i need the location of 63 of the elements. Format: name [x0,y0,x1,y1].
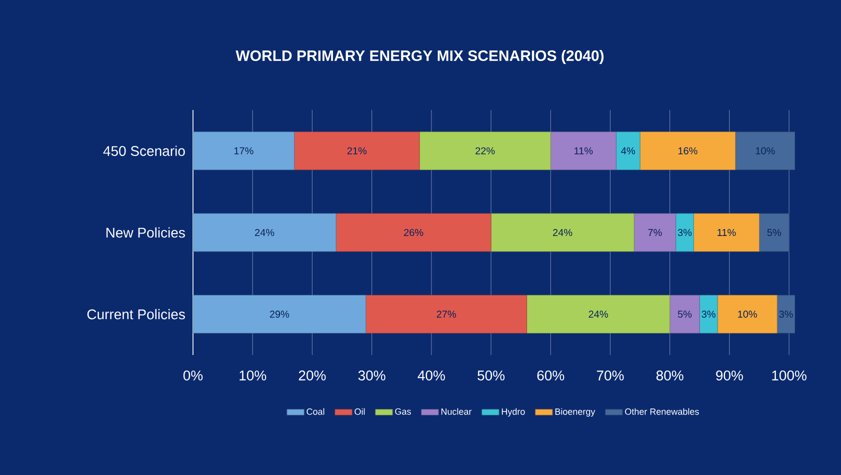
data-label: 4% [621,147,635,154]
bar [717,294,778,334]
bar [699,294,718,334]
data-label: 10% [738,310,757,318]
data-label: 11% [574,147,593,154]
data-label: 27% [436,310,456,318]
data-label: 17% [234,147,254,154]
x-tick-label: 90% [716,370,743,380]
data-label: 3% [678,228,692,236]
bar [193,213,336,252]
data-label: 21% [347,147,367,154]
x-tick-label: 80% [656,370,684,380]
bar [193,294,366,334]
bar [419,132,551,170]
data-label: 11% [718,228,736,236]
legend-label: Hydro [502,408,525,417]
x-tick-label: 60% [537,370,564,380]
y-tick-label: Current Policies [87,309,185,320]
legend-label: Nuclear [441,408,472,415]
data-label: 22% [476,147,495,154]
chart-title: WORLD PRIMARY ENERGY MIX SCENARIOS (2040) [236,50,604,64]
data-label: 26% [404,228,424,236]
data-label: 16% [678,147,698,154]
bar [336,213,492,252]
bar [759,213,790,252]
bar [634,213,676,252]
y-tick-label: New Policies [106,227,185,238]
bar [693,213,760,252]
legend-label: Oil [354,408,365,415]
bar [640,132,736,170]
x-tick-label: 40% [418,370,445,380]
bar [670,294,700,334]
x-tick-label: 100% [772,370,806,380]
bar [193,132,295,170]
data-label: 24% [588,310,608,318]
x-tick-label: 50% [478,370,505,380]
bar [490,213,634,252]
bar [735,132,796,170]
bar [366,294,527,334]
legend-label: Other Renewables [625,408,699,415]
data-label: 10% [756,147,775,154]
data-label: 5% [767,228,782,236]
data-label: 7% [648,228,662,236]
data-label: 5% [678,310,692,318]
bar [550,132,616,170]
data-label: 24% [553,228,572,236]
data-label: 3% [702,310,716,318]
legend-label: Gas [395,408,411,415]
bar [676,213,694,252]
data-label: 3% [779,310,793,318]
y-tick-label: 450 Scenario [103,146,185,156]
x-tick-label: 0% [183,370,203,380]
data-label: 29% [270,310,290,318]
bar [526,294,670,334]
x-tick-label: 30% [358,370,386,380]
bar [616,132,640,170]
x-tick-label: 10% [240,370,266,380]
bar [294,132,420,170]
legend-label: Bioenergy [555,408,596,417]
legend-label: Coal [306,408,324,415]
data-label: 24% [255,228,274,236]
x-tick-label: 70% [596,370,624,380]
x-tick-label: 20% [298,370,326,380]
